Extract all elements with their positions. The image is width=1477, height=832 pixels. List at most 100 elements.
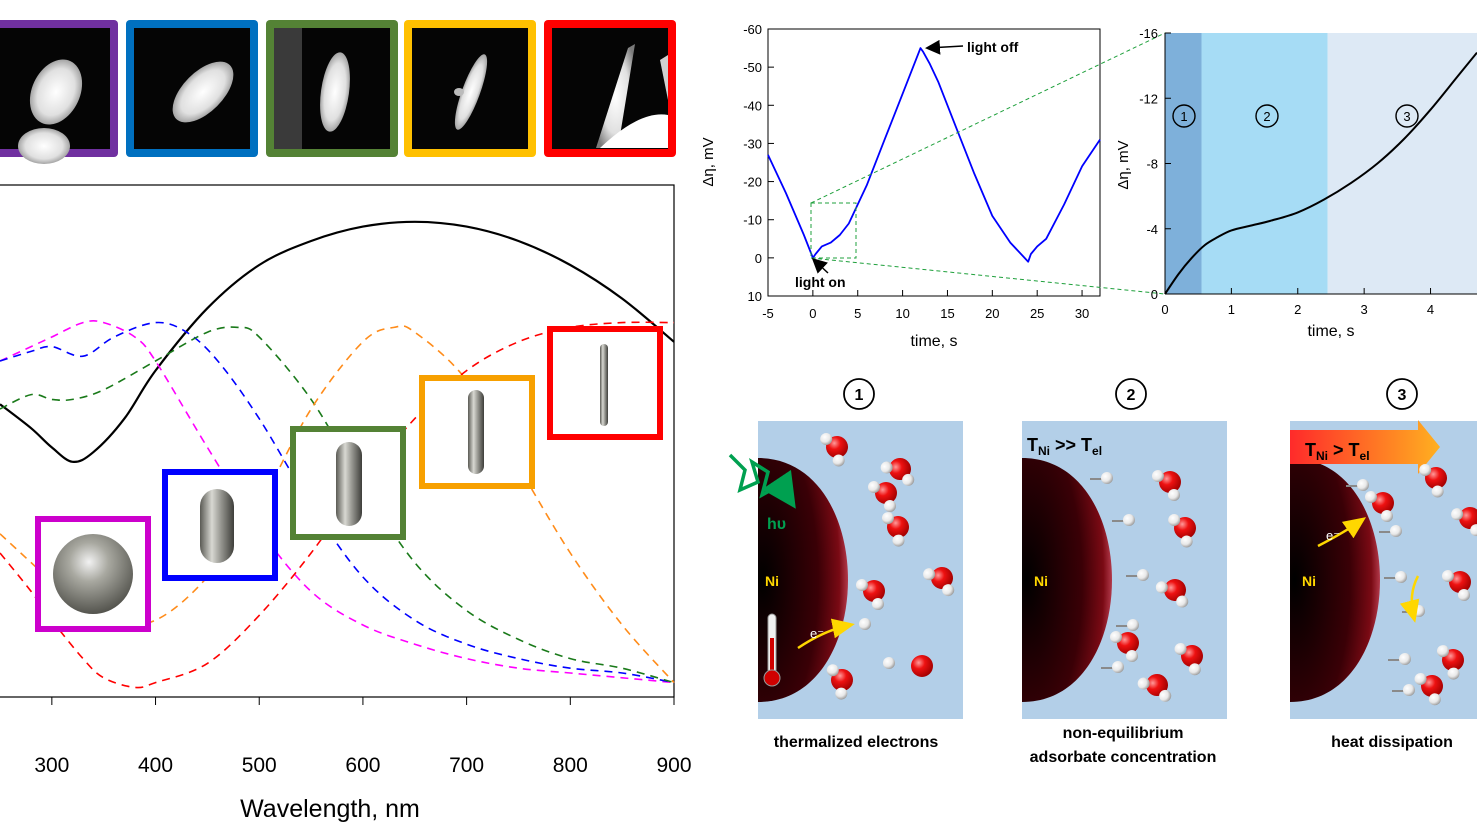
oxygen-atom [1372, 492, 1394, 514]
scheme-caption: non-equilibrium [1063, 725, 1184, 742]
thermometer-fluid [770, 638, 774, 678]
adsorbed-oh [1384, 571, 1407, 583]
particle-shape-insets [35, 326, 663, 632]
region-marker [1395, 104, 1419, 128]
oxygen-atom [1117, 632, 1139, 654]
zoom-y-axis-label: Δη, mV [1115, 140, 1132, 189]
tem-background [274, 28, 302, 149]
electron-arrow [797, 618, 855, 650]
x-tick-label: 30 [1075, 306, 1089, 321]
electron-label: e⁻ [810, 626, 824, 641]
long-rod-particle [468, 390, 484, 474]
hydrogen-atom [1155, 581, 1168, 594]
hydrogen-atom [1458, 589, 1470, 601]
oxygen-atom [1181, 645, 1203, 667]
ni-label: Ni [765, 573, 779, 589]
hydrogen-atom [1436, 645, 1449, 658]
short-rod-particle [200, 489, 234, 563]
temperature-relation-operator: >> T [1050, 435, 1092, 455]
water-molecule [881, 512, 909, 547]
extinction-spectra-plot: 300 400 500 600 700 800 900 Wavelength, nm [0, 184, 692, 823]
water-molecule [1155, 579, 1189, 608]
oxygen-atom [931, 567, 953, 589]
water-molecule [1365, 491, 1394, 522]
hydrogen-atom [1127, 619, 1139, 631]
light-on-label: light on [795, 274, 846, 290]
hydrogen-atom [1168, 514, 1181, 527]
zoom-line-bottom [810, 257, 1166, 295]
hydrogen-atom [1428, 693, 1441, 706]
x-tick-label: 800 [553, 754, 588, 777]
x-tick-label: 600 [345, 754, 380, 777]
oxygen-atom [911, 655, 933, 677]
temperature-relation-operator: > T [1328, 440, 1360, 460]
hydrogen-atom [1403, 684, 1415, 696]
temperature-subscript: Ni [1038, 444, 1050, 458]
water-molecule [1436, 645, 1464, 680]
oxygen-atom [1421, 675, 1443, 697]
y-tick-label: 0 [755, 251, 762, 266]
oxygen-atom [1164, 579, 1186, 601]
y-tick-label: -8 [1146, 157, 1158, 172]
x-tick-label: 5 [854, 306, 861, 321]
potential-line [767, 47, 1101, 263]
hydrogen-atom [1180, 535, 1193, 548]
scheme-caption: thermalized electrons [774, 734, 939, 751]
zoom-axis-ticks: 0 1 2 3 4 -16 -12 -8 -4 0 [1139, 26, 1434, 317]
zoom-regions: 1 2 3 [1165, 33, 1477, 294]
region-marker [1255, 104, 1279, 128]
y-tick-label: 0 [1151, 287, 1158, 302]
hydrogen-atom [1390, 525, 1402, 537]
region-label: 2 [1263, 109, 1270, 124]
electron-arrow [1317, 517, 1367, 548]
x-tick-label: 1 [1228, 302, 1235, 317]
mid-x-axis-label: time, s [910, 333, 957, 350]
hydrogen-atom [820, 433, 833, 446]
photon-wave [728, 453, 796, 509]
zoom-line-top [810, 32, 1166, 204]
left-x-axis-label: Wavelength, nm [240, 795, 420, 823]
hydrogen-atom [892, 534, 905, 547]
hydrogen-atom [1168, 489, 1180, 501]
hydrogen-atom [1413, 605, 1425, 617]
tem-particle [660, 55, 668, 100]
hydrogen-atom [1126, 650, 1138, 662]
x-tick-label: 10 [895, 306, 909, 321]
zoomed-potential-plot: 1 2 3 0 1 2 3 4 -16 -12 -8 -4 0 time, s Δη, mV [1115, 26, 1477, 340]
spectrum-line [0, 326, 675, 684]
oxygen-atom [1159, 471, 1181, 493]
oxygen-atom [1449, 571, 1471, 593]
y-tick-label: 10 [748, 289, 762, 304]
x-tick-label: 500 [242, 754, 277, 777]
spectrum-line [0, 220, 675, 464]
x-tick-label: 0 [1161, 302, 1168, 317]
hydrogen-atom [1431, 485, 1444, 498]
hydrogen-atom [1137, 569, 1149, 581]
zoom-curve [1164, 51, 1477, 295]
hydrogen-atom [835, 687, 848, 700]
heat-arrow [1290, 420, 1440, 474]
water-molecule [820, 433, 848, 467]
hydrogen-atom [883, 657, 895, 669]
hydrogen-atom [826, 664, 839, 677]
x-tick-label: 400 [138, 754, 173, 777]
hydrogen-atom [1123, 514, 1135, 526]
spectrum-line [0, 321, 675, 684]
temperature-symbol: T [1027, 435, 1038, 455]
hydrogen-atom [1159, 689, 1172, 702]
temperature-subscript: Ni [1316, 449, 1328, 463]
adsorbed-oh [1090, 472, 1113, 484]
photon-label: hυ [767, 516, 786, 533]
water-molecule [1414, 672, 1443, 706]
water-molecule [868, 481, 897, 512]
hydrogen-atom [1451, 508, 1464, 521]
y-tick-label: -12 [1139, 91, 1158, 106]
electron-arrow [1399, 575, 1420, 623]
step-circle [1386, 378, 1418, 410]
tem-particle [596, 44, 635, 148]
y-tick-label: -4 [1146, 222, 1158, 237]
temperature-subscript: el [1360, 449, 1370, 463]
x-tick-label: 4 [1427, 302, 1434, 317]
